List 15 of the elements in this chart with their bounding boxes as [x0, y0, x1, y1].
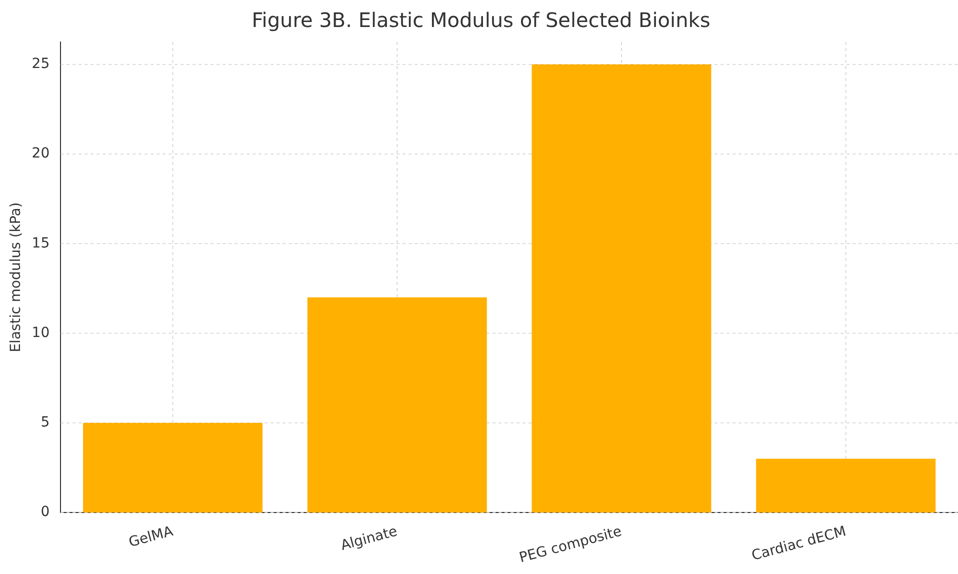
y-tick-label: 20 — [32, 146, 50, 162]
y-axis-title: Elastic modulus (kPa) — [8, 202, 24, 352]
x-tick-label: Alginate — [339, 524, 400, 554]
y-tick-label: 5 — [40, 414, 50, 431]
y-tick-label: 25 — [32, 56, 50, 72]
bar — [756, 458, 936, 513]
chart-title: Figure 3B. Elastic Modulus of Selected Bioinks — [252, 8, 710, 32]
y-tick-label: 15 — [32, 235, 50, 252]
bar — [83, 422, 263, 513]
y-tick-label: 10 — [32, 324, 50, 341]
x-tick-label: GelMA — [127, 523, 176, 551]
bar — [307, 297, 487, 513]
y-tick-label: 0 — [40, 504, 50, 520]
x-tick-label: Cardiac dECM — [750, 524, 848, 564]
bar — [532, 64, 712, 513]
